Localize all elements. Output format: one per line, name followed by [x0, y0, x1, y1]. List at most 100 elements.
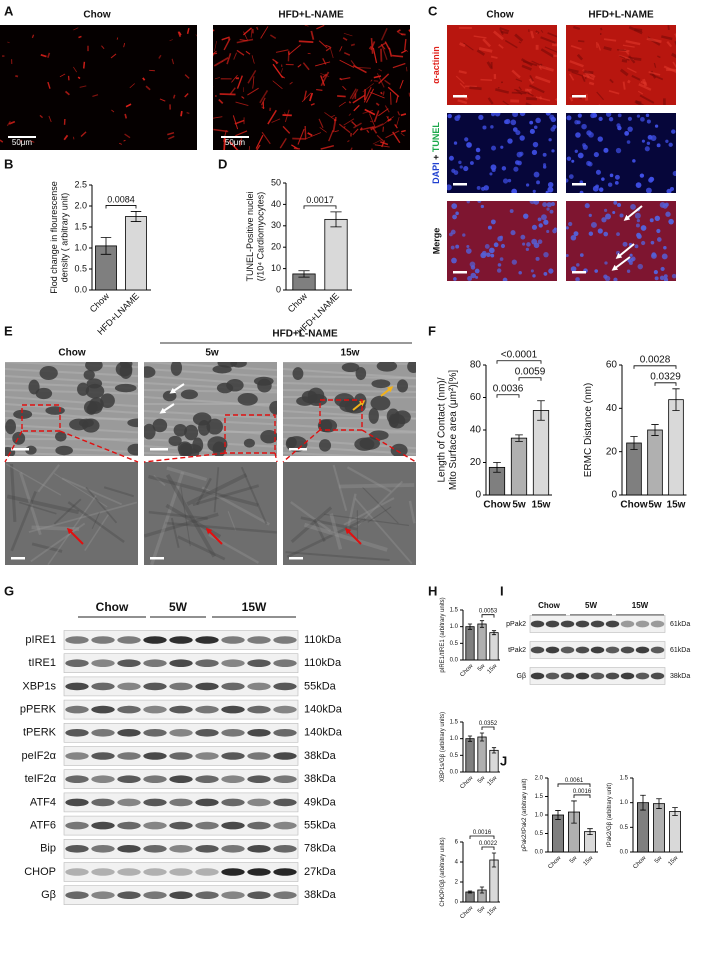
nucleus — [546, 191, 549, 194]
nucleus — [463, 166, 468, 171]
nucleus — [646, 188, 652, 194]
nucleus — [617, 203, 621, 207]
nucleus — [511, 189, 517, 195]
blot-band — [621, 647, 635, 654]
nucleus — [589, 232, 593, 236]
group-label: 5w — [205, 348, 219, 359]
scale-bar — [572, 95, 586, 98]
y-tick-label: 10 — [271, 263, 281, 273]
bar — [478, 624, 486, 660]
image-background — [213, 25, 410, 150]
nucleus — [497, 236, 502, 241]
y-tick-label: 0 — [276, 284, 281, 294]
blot-band — [91, 659, 114, 667]
group-label: HFD+L-NAME — [278, 10, 344, 21]
blot-band — [273, 822, 296, 830]
blot-band — [221, 845, 244, 853]
nucleus — [532, 274, 535, 277]
blot-band — [531, 647, 545, 654]
nucleus — [672, 274, 677, 279]
scale-bar — [11, 448, 29, 451]
nucleus — [519, 135, 524, 140]
blot-band — [117, 683, 140, 691]
blot-band — [273, 706, 296, 714]
nucleus — [501, 244, 505, 248]
blot-band — [65, 868, 88, 876]
tissue-texture — [586, 94, 587, 101]
stain-name: DAPI — [431, 162, 441, 184]
red-signal — [299, 41, 313, 42]
nucleus — [654, 270, 658, 274]
protein-label: pPak2 — [506, 621, 526, 628]
blot-band — [273, 659, 296, 667]
significance-bracket — [304, 206, 336, 209]
y-tick-label: 4 — [455, 860, 459, 866]
x-tick-label: 5w — [512, 500, 526, 511]
nucleus — [648, 135, 653, 140]
nucleus — [617, 126, 621, 130]
scale-bar — [150, 557, 164, 560]
x-tick-label: Chow — [286, 291, 310, 315]
nucleus — [637, 219, 640, 222]
stain-name: α-actinin — [431, 46, 441, 84]
nucleus — [580, 253, 584, 257]
blot-band — [91, 729, 114, 737]
nucleus — [522, 243, 525, 246]
y-tick-label: 40 — [271, 199, 281, 209]
nucleus — [550, 210, 554, 214]
nucleus — [475, 155, 480, 160]
microscopy-image — [446, 110, 557, 194]
protein-label: Gβ — [41, 889, 56, 901]
nucleus — [591, 222, 597, 228]
blot-band — [65, 729, 88, 737]
nucleus — [671, 129, 675, 133]
significance-bracket — [497, 361, 541, 364]
blot-band — [65, 706, 88, 714]
nucleus — [454, 170, 459, 175]
mitochondrion — [88, 401, 103, 414]
blot-band — [221, 891, 244, 899]
blot-band — [576, 673, 590, 680]
nucleus — [539, 223, 543, 227]
nucleus — [503, 178, 508, 183]
blot-group-label: Chow — [96, 600, 129, 614]
bar — [478, 737, 486, 772]
nucleus — [510, 120, 516, 126]
blot-band — [591, 673, 605, 680]
band-size: 61kDa — [670, 647, 690, 654]
nucleus — [574, 120, 578, 124]
y-tick-label: 50 — [271, 177, 281, 187]
blot-band — [117, 822, 140, 830]
bar — [627, 443, 642, 495]
y-tick-label: 40 — [606, 403, 618, 414]
red-signal — [392, 56, 403, 57]
em-image — [139, 358, 283, 458]
bar — [653, 804, 664, 852]
nucleus — [455, 212, 459, 216]
tissue-texture — [668, 25, 669, 30]
panel-label: B — [4, 156, 13, 171]
nucleus — [466, 248, 472, 254]
nucleus — [548, 268, 553, 273]
tissue-texture — [604, 48, 612, 50]
panel-label: G — [4, 583, 14, 598]
blot-band — [195, 775, 218, 783]
bar — [466, 627, 474, 660]
blot-band — [117, 729, 140, 737]
blot-band — [273, 845, 296, 853]
nucleus — [580, 191, 584, 195]
nucleus — [567, 156, 571, 160]
blot-band — [651, 647, 665, 654]
nucleus — [546, 110, 551, 115]
x-tick-label: 5w — [648, 500, 662, 511]
blot-band — [143, 868, 166, 876]
mitochondrion — [377, 360, 397, 371]
blot-band — [117, 636, 140, 644]
blot-band — [91, 775, 114, 783]
nucleus — [543, 220, 548, 225]
scale-bar — [11, 557, 25, 560]
nucleus — [660, 276, 665, 281]
blot-band — [273, 868, 296, 876]
nucleus — [656, 229, 660, 233]
nucleus — [566, 226, 569, 229]
